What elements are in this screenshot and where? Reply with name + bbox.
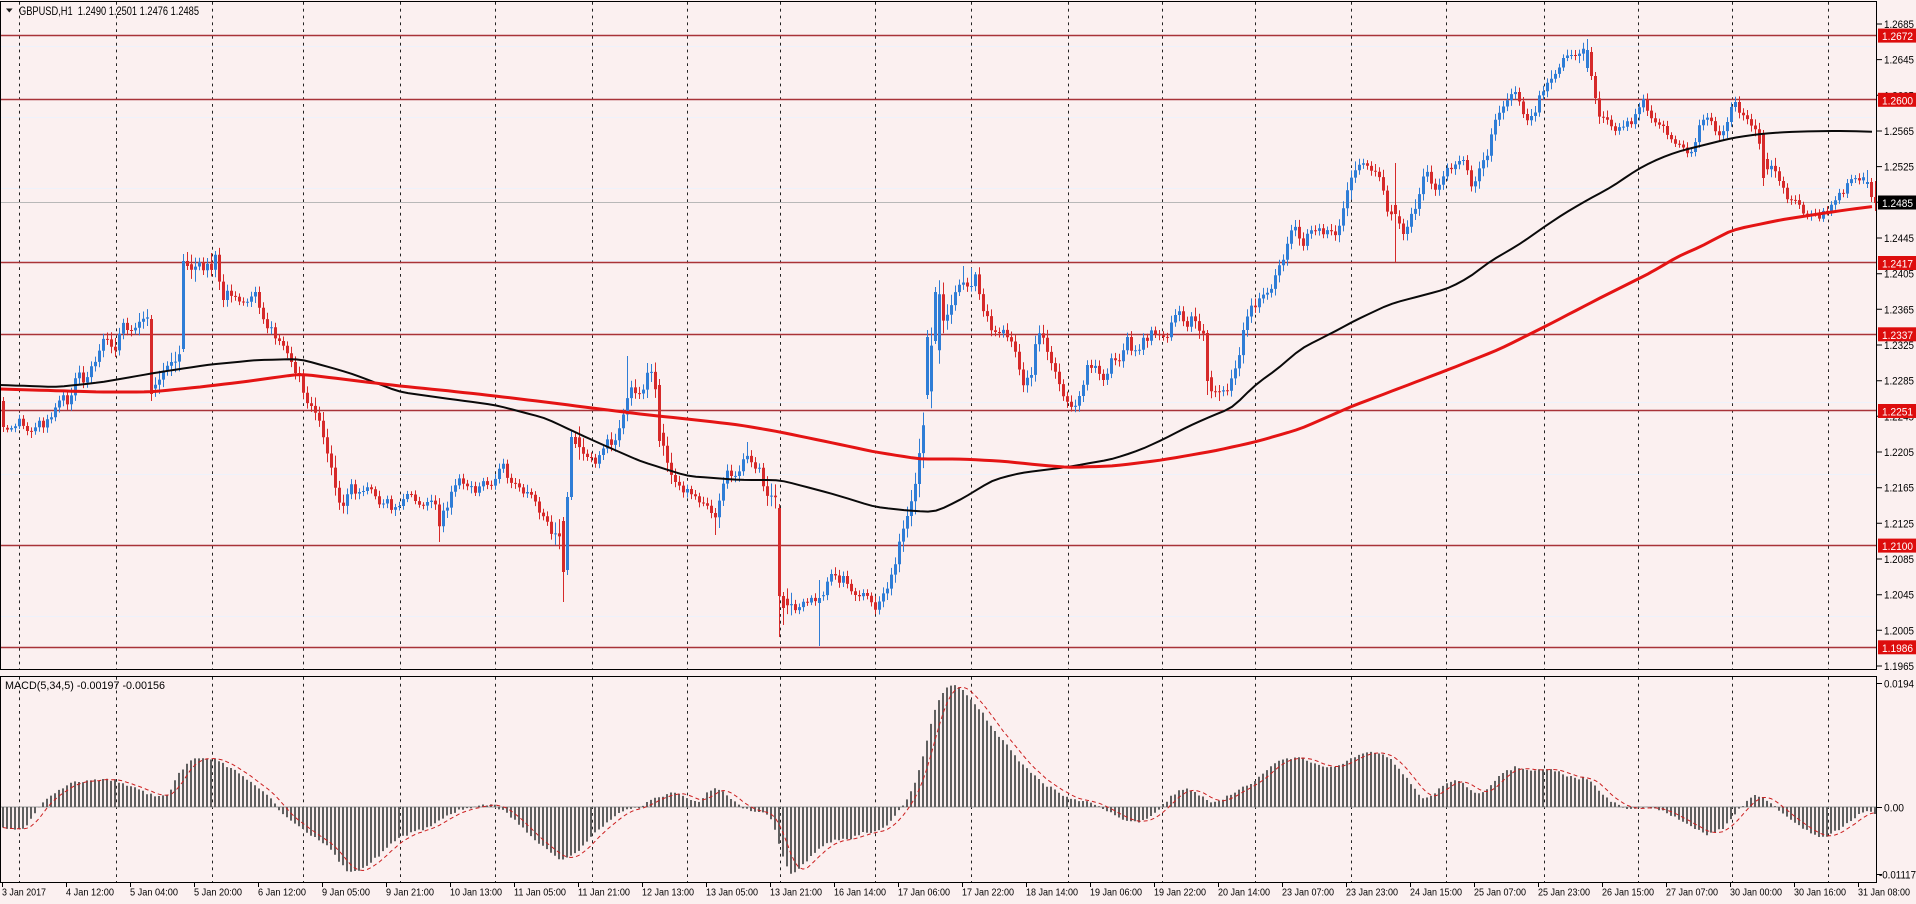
- svg-text:1.2525: 1.2525: [1884, 162, 1914, 174]
- svg-text:1.2685: 1.2685: [1884, 19, 1914, 31]
- svg-text:1.2251: 1.2251: [1882, 407, 1913, 419]
- svg-text:5 Jan 04:00: 5 Jan 04:00: [130, 888, 178, 899]
- svg-text:1.2485: 1.2485: [1882, 198, 1913, 210]
- svg-text:23 Jan 07:00: 23 Jan 07:00: [1282, 888, 1334, 899]
- svg-text:1.2445: 1.2445: [1884, 233, 1914, 245]
- svg-text:0.00: 0.00: [1884, 803, 1904, 815]
- svg-text:1.2405: 1.2405: [1884, 269, 1914, 281]
- svg-text:11 Jan 21:00: 11 Jan 21:00: [578, 888, 630, 899]
- svg-text:1.2085: 1.2085: [1884, 554, 1914, 566]
- svg-text:25 Jan 07:00: 25 Jan 07:00: [1474, 888, 1526, 899]
- svg-text:19 Jan 22:00: 19 Jan 22:00: [1154, 888, 1206, 899]
- svg-text:9 Jan 05:00: 9 Jan 05:00: [322, 888, 370, 899]
- svg-text:1.2565: 1.2565: [1884, 126, 1914, 138]
- svg-text:9 Jan 21:00: 9 Jan 21:00: [386, 888, 434, 899]
- svg-text:24 Jan 15:00: 24 Jan 15:00: [1410, 888, 1462, 899]
- svg-text:10 Jan 13:00: 10 Jan 13:00: [450, 888, 502, 899]
- svg-text:23 Jan 23:00: 23 Jan 23:00: [1346, 888, 1398, 899]
- svg-text:30 Jan 16:00: 30 Jan 16:00: [1794, 888, 1846, 899]
- svg-text:1.2205: 1.2205: [1884, 447, 1914, 459]
- svg-text:18 Jan 14:00: 18 Jan 14:00: [1026, 888, 1078, 899]
- svg-text:1.1986: 1.1986: [1882, 643, 1913, 655]
- svg-text:17 Jan 22:00: 17 Jan 22:00: [962, 888, 1014, 899]
- svg-text:17 Jan 06:00: 17 Jan 06:00: [898, 888, 950, 899]
- svg-text:1.2165: 1.2165: [1884, 483, 1914, 495]
- svg-text:13 Jan 21:00: 13 Jan 21:00: [770, 888, 822, 899]
- svg-text:1.2672: 1.2672: [1882, 31, 1913, 43]
- svg-text:1.2005: 1.2005: [1884, 625, 1914, 637]
- svg-text:27 Jan 07:00: 27 Jan 07:00: [1666, 888, 1718, 899]
- svg-text:19 Jan 06:00: 19 Jan 06:00: [1090, 888, 1142, 899]
- svg-text:16 Jan 14:00: 16 Jan 14:00: [834, 888, 886, 899]
- svg-text:12 Jan 13:00: 12 Jan 13:00: [642, 888, 694, 899]
- svg-text:1.2125: 1.2125: [1884, 518, 1914, 530]
- svg-text:3 Jan 2017: 3 Jan 2017: [2, 888, 46, 899]
- svg-text:1.2045: 1.2045: [1884, 590, 1914, 602]
- svg-text:GBPUSD,H1 1.2490 1.2501 1.247: GBPUSD,H1 1.2490 1.2501 1.2476 1.2485: [19, 4, 199, 18]
- svg-text:1.2100: 1.2100: [1882, 541, 1913, 553]
- svg-text:1.2285: 1.2285: [1884, 376, 1914, 388]
- svg-text:20 Jan 14:00: 20 Jan 14:00: [1218, 888, 1270, 899]
- svg-text:1.1965: 1.1965: [1884, 661, 1914, 673]
- svg-text:1.2417: 1.2417: [1882, 259, 1913, 271]
- svg-text:26 Jan 15:00: 26 Jan 15:00: [1602, 888, 1654, 899]
- svg-text:4 Jan 12:00: 4 Jan 12:00: [66, 888, 114, 899]
- svg-text:11 Jan 05:00: 11 Jan 05:00: [514, 888, 566, 899]
- svg-text:MACD(5,34,5) -0.00197 -0.00156: MACD(5,34,5) -0.00197 -0.00156: [5, 680, 165, 692]
- svg-text:0.0194: 0.0194: [1884, 679, 1914, 691]
- svg-text:30 Jan 00:00: 30 Jan 00:00: [1730, 888, 1782, 899]
- svg-text:1.2645: 1.2645: [1884, 55, 1914, 67]
- svg-text:1.2365: 1.2365: [1884, 304, 1914, 316]
- svg-text:6 Jan 12:00: 6 Jan 12:00: [258, 888, 306, 899]
- svg-text:31 Jan 08:00: 31 Jan 08:00: [1858, 888, 1910, 899]
- svg-text:13 Jan 05:00: 13 Jan 05:00: [706, 888, 758, 899]
- svg-text:1.2600: 1.2600: [1882, 95, 1913, 107]
- svg-text:-0.01117: -0.01117: [1879, 870, 1916, 882]
- svg-text:25 Jan 23:00: 25 Jan 23:00: [1538, 888, 1590, 899]
- svg-text:1.2337: 1.2337: [1882, 330, 1913, 342]
- svg-text:5 Jan 20:00: 5 Jan 20:00: [194, 888, 242, 899]
- svg-text:1.2325: 1.2325: [1884, 340, 1914, 352]
